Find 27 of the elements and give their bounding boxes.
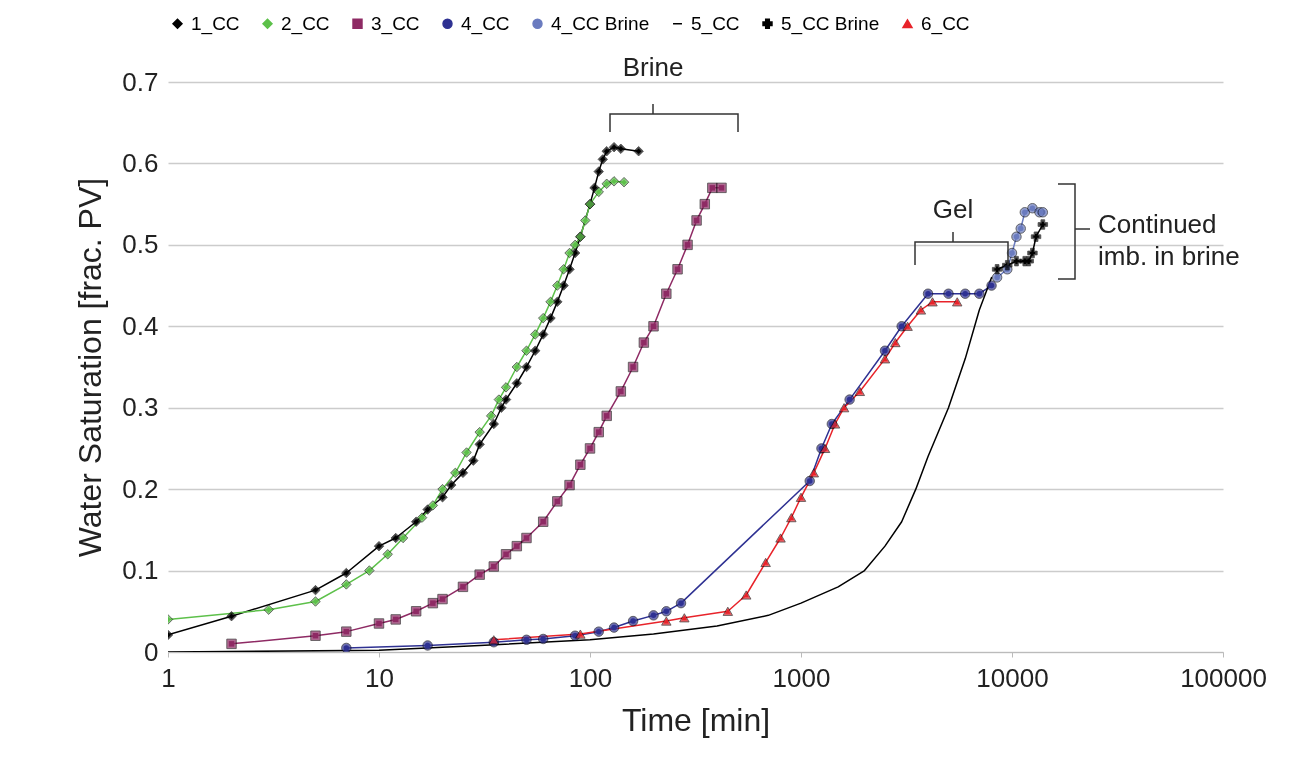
x-tick-label: 100000 <box>1180 662 1267 693</box>
y-tick-label: 0.2 <box>122 473 159 504</box>
legend-label: 3_CC <box>371 12 420 35</box>
x-tick-label: 10000 <box>976 662 1049 693</box>
x-tick-label: 10 <box>365 662 394 693</box>
y-tick-label: 0.6 <box>122 147 159 178</box>
x-axis-title: Time [min] <box>621 701 771 738</box>
y-axis-title: Water Saturation [frac. PV] <box>72 177 109 558</box>
text: Brine <box>622 52 684 82</box>
legend-label: 5_CC Brine <box>781 12 880 35</box>
legend-label: 4_CC <box>461 12 510 35</box>
y-tick-label: 0.3 <box>122 392 159 423</box>
y-tick-label: 0.4 <box>122 310 159 341</box>
x-tick-label: 1000 <box>772 662 831 693</box>
legend-label: 6_CC <box>921 12 970 35</box>
legend-label: 5_CC <box>691 12 740 35</box>
y-tick-label: 0.1 <box>122 555 159 586</box>
y-tick-label: 0.7 <box>122 66 159 97</box>
x-tick-label: 1 <box>161 662 176 693</box>
legend-label: 2_CC <box>281 12 330 35</box>
x-tick-label: 100 <box>568 662 613 693</box>
legend-label: 1_CC <box>191 12 240 35</box>
annotation: Gel <box>932 194 974 224</box>
y-tick-label: 0 <box>144 636 159 667</box>
annotation: Continued imb. in brine <box>1098 209 1240 271</box>
y-tick-label: 0.5 <box>122 229 159 260</box>
legend-label: 4_CC Brine <box>551 12 650 35</box>
